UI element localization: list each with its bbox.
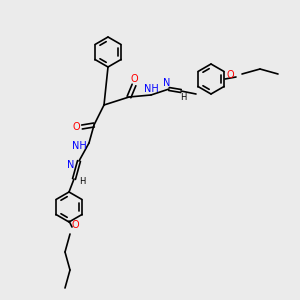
Text: O: O — [226, 70, 234, 80]
Text: N: N — [163, 78, 171, 88]
Text: O: O — [72, 122, 80, 132]
Text: H: H — [79, 176, 85, 185]
Text: NH: NH — [144, 84, 158, 94]
Text: NH: NH — [72, 141, 86, 151]
Text: O: O — [130, 74, 138, 84]
Text: O: O — [71, 220, 79, 230]
Text: N: N — [67, 160, 75, 170]
Text: H: H — [180, 92, 186, 101]
